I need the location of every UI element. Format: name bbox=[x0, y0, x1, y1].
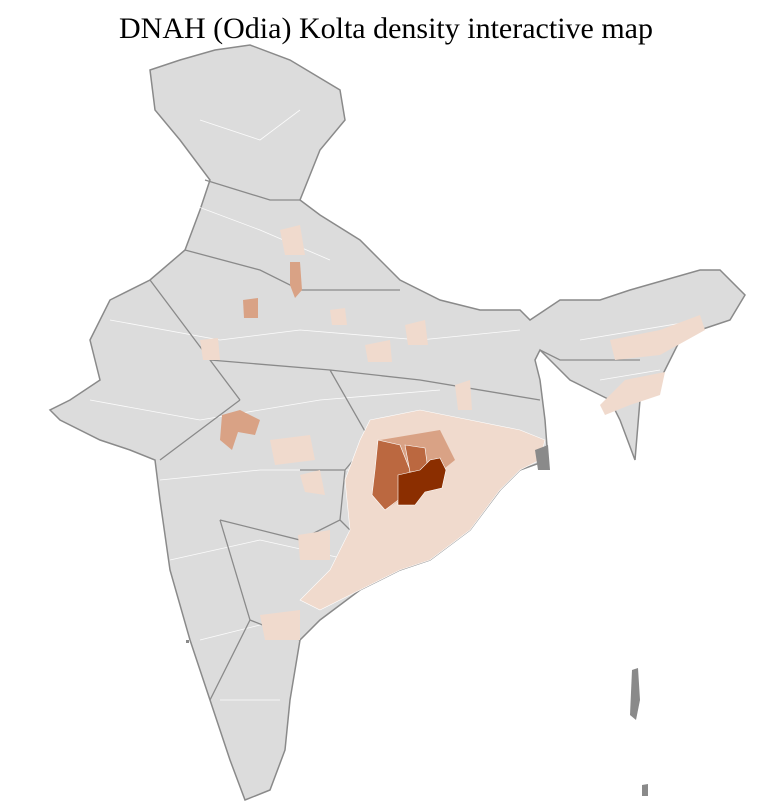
district-low-bihar[interactable] bbox=[455, 380, 472, 410]
district-medium-uk[interactable] bbox=[290, 262, 302, 298]
district-low-up-3[interactable] bbox=[405, 320, 428, 345]
coastal-delta bbox=[535, 445, 550, 470]
district-low-mp[interactable] bbox=[270, 435, 315, 465]
map-title: DNAH (Odia) Kolta density interactive ma… bbox=[118, 12, 653, 45]
andaman-islands bbox=[630, 668, 640, 720]
district-medium-gujarat[interactable] bbox=[220, 410, 260, 450]
district-medium-rajasthan[interactable] bbox=[243, 298, 258, 318]
district-low-up-4[interactable] bbox=[330, 308, 347, 325]
district-low-assam[interactable] bbox=[610, 315, 705, 360]
district-low-up-2[interactable] bbox=[365, 340, 392, 362]
district-low-odisha[interactable] bbox=[299, 409, 546, 611]
district-low-ap[interactable] bbox=[260, 610, 300, 640]
district-highest-odisha[interactable] bbox=[397, 457, 447, 506]
district-low-up-1[interactable] bbox=[280, 225, 305, 255]
district-low-telangana[interactable] bbox=[298, 530, 330, 560]
district-lines bbox=[89, 109, 701, 701]
district-low-ne[interactable] bbox=[600, 372, 665, 415]
district-low-rajasthan[interactable] bbox=[200, 338, 220, 360]
density-districts bbox=[200, 225, 705, 640]
district-low-maharashtra[interactable] bbox=[300, 470, 325, 495]
islands bbox=[186, 640, 648, 796]
nicobar-islands bbox=[642, 784, 648, 796]
lakshadweep bbox=[186, 640, 189, 643]
